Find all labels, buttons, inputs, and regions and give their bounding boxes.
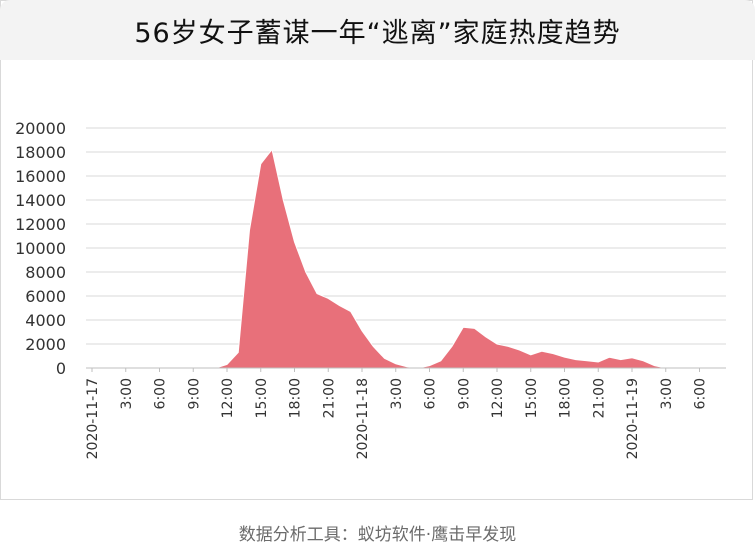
- x-tick-label-12: 12:00: [490, 378, 506, 418]
- y-tick-label-8000: 8000: [25, 263, 66, 282]
- x-tick-label-4: 12:00: [220, 378, 236, 418]
- y-tick-label-14000: 14000: [15, 191, 66, 210]
- chart-title: 56岁女子蓄谋一年“逃离”家庭热度趋势: [134, 17, 621, 49]
- x-tick-label-11: 9:00: [456, 378, 472, 409]
- y-tick-label-10000: 10000: [15, 239, 66, 258]
- y-tick-label-20000: 20000: [15, 119, 66, 138]
- y-tick-label-6000: 6000: [25, 287, 66, 306]
- x-tick-label-15: 21:00: [591, 378, 607, 418]
- title-bar: 56岁女子蓄谋一年“逃离”家庭热度趋势: [0, 0, 755, 60]
- x-tick-label-10: 6:00: [423, 378, 439, 409]
- x-tick-label-5: 15:00: [254, 378, 270, 418]
- plot-area: [92, 148, 722, 369]
- y-tick-label-18000: 18000: [15, 143, 66, 162]
- y-tick-label-2000: 2000: [25, 335, 66, 354]
- x-tick-label-9: 3:00: [389, 378, 405, 409]
- area-chart: 0 2000 4000 6000 8000 10000 12000 14000 16000 180…: [15, 119, 726, 459]
- y-tick-label-4000: 4000: [25, 311, 66, 330]
- y-axis: 0 2000 4000 6000 8000 10000 12000 14000 16000 180…: [15, 119, 66, 378]
- footer-credit: 数据分析工具：蚁坊软件·鹰击早发现: [238, 525, 517, 545]
- series-area: [92, 148, 722, 369]
- x-tick-label-7: 21:00: [321, 378, 337, 418]
- x-tick-label-3: 9:00: [186, 378, 202, 409]
- chart-frame: [0, 0, 753, 500]
- x-tick-label-8: 2020-11-18: [355, 378, 371, 459]
- y-tick-label-12000: 12000: [15, 215, 66, 234]
- x-tick-label-13: 15:00: [524, 378, 540, 418]
- x-tick-label-17: 3:00: [659, 378, 675, 409]
- x-tick-label-6: 18:00: [288, 378, 304, 418]
- y-tick-label-0: 0: [56, 359, 66, 378]
- x-tick-label-0: 2020-11-17: [85, 378, 101, 459]
- y-tick-label-16000: 16000: [15, 167, 66, 186]
- gridlines: [86, 127, 726, 369]
- x-tick-label-18: 6:00: [693, 378, 709, 409]
- x-tick-label-2: 6:00: [153, 378, 169, 409]
- x-tick-label-14: 18:00: [558, 378, 574, 418]
- x-tick-label-16: 2020-11-19: [625, 378, 641, 459]
- x-tick-label-1: 3:00: [119, 378, 135, 409]
- x-axis: 2020-11-17 3:00 6:00 9:00 12:00 15:00 18:00 21:…: [85, 367, 726, 459]
